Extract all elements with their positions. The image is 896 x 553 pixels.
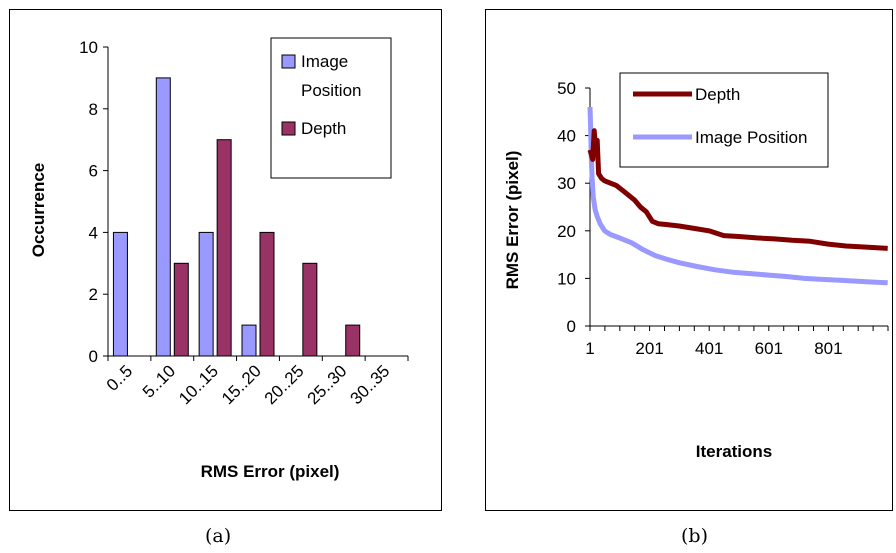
legend-label-position: Position [301, 81, 361, 100]
bar-image-position [112, 231, 128, 357]
y-tick-label: 50 [557, 79, 576, 98]
y-tick-label: 10 [79, 38, 98, 57]
x-axis-title: Iterations [696, 442, 773, 461]
bar-image-position [198, 231, 214, 357]
y-tick-label: 2 [89, 285, 98, 304]
y-axis-title: RMS Error (pixel) [503, 151, 522, 290]
y-tick-label: 20 [557, 222, 576, 241]
legend-label-image: Image [301, 52, 348, 71]
y-tick-label: 30 [557, 174, 576, 193]
caption-a: (a) [205, 525, 232, 547]
x-tick-label: 601 [755, 339, 783, 358]
x-axis-title: RMS Error (pixel) [201, 462, 340, 481]
y-tick-label: 0 [567, 317, 576, 336]
y-tick-label: 6 [89, 162, 98, 181]
panel-a-histogram: 0 2 4 6 8 10 0..5 5..10 10..15 15..20 20..25 25..3… [9, 9, 442, 511]
y-tick-label: 10 [557, 269, 576, 288]
x-tick-label: 401 [695, 339, 723, 358]
bar-image-position [241, 324, 257, 357]
bar-image-position [155, 77, 171, 357]
x-tick-label: 30..35 [347, 361, 394, 408]
x-tick-label: 10..15 [175, 361, 222, 408]
x-tick-label: 20..25 [261, 361, 308, 408]
series-line-image-position [587, 106, 888, 286]
histogram-chart: 0 2 4 6 8 10 0..5 5..1010..1515..2020..2525..3… [29, 37, 409, 481]
legend: Image Position Depth [270, 37, 392, 179]
bar-depth [173, 262, 189, 357]
series-line-depth [587, 128, 888, 251]
convergence-chart: 0 10 20 30 40 50 1 201 401 601 801 RMS Error (pix… [503, 72, 889, 461]
panel-b-convergence: 0 10 20 30 40 50 1 201 401 601 801 RMS Error (pix… [485, 9, 893, 511]
x-tick-label: 801 [814, 339, 842, 358]
legend-swatch-image-position [281, 54, 296, 69]
x-tick-label: 201 [635, 339, 663, 358]
y-tick-label: 40 [557, 127, 576, 146]
caption-b: (b) [681, 525, 708, 547]
legend: Depth Image Position [619, 72, 829, 168]
y-tick-label: 4 [89, 223, 98, 242]
y-axis-title: Occurrence [29, 163, 48, 258]
x-tick-label: 25..30 [304, 361, 351, 408]
legend-swatch-depth [281, 121, 296, 136]
bar-depth [259, 231, 275, 357]
y-tick-label: 0 [89, 347, 98, 366]
legend-label-depth: Depth [301, 119, 346, 138]
x-tick-label: 1 [585, 339, 594, 358]
bar-depth [302, 262, 318, 357]
legend-label-depth: Depth [695, 85, 740, 104]
legend-label-image-position: Image Position [695, 128, 807, 147]
bar-depth [216, 139, 232, 357]
x-tick-label: 5..10 [139, 361, 179, 401]
x-tick-label: 15..20 [218, 361, 265, 408]
bar-depth [345, 324, 361, 357]
x-tick-label: 0..5 [103, 361, 136, 394]
y-tick-label: 8 [89, 100, 98, 119]
